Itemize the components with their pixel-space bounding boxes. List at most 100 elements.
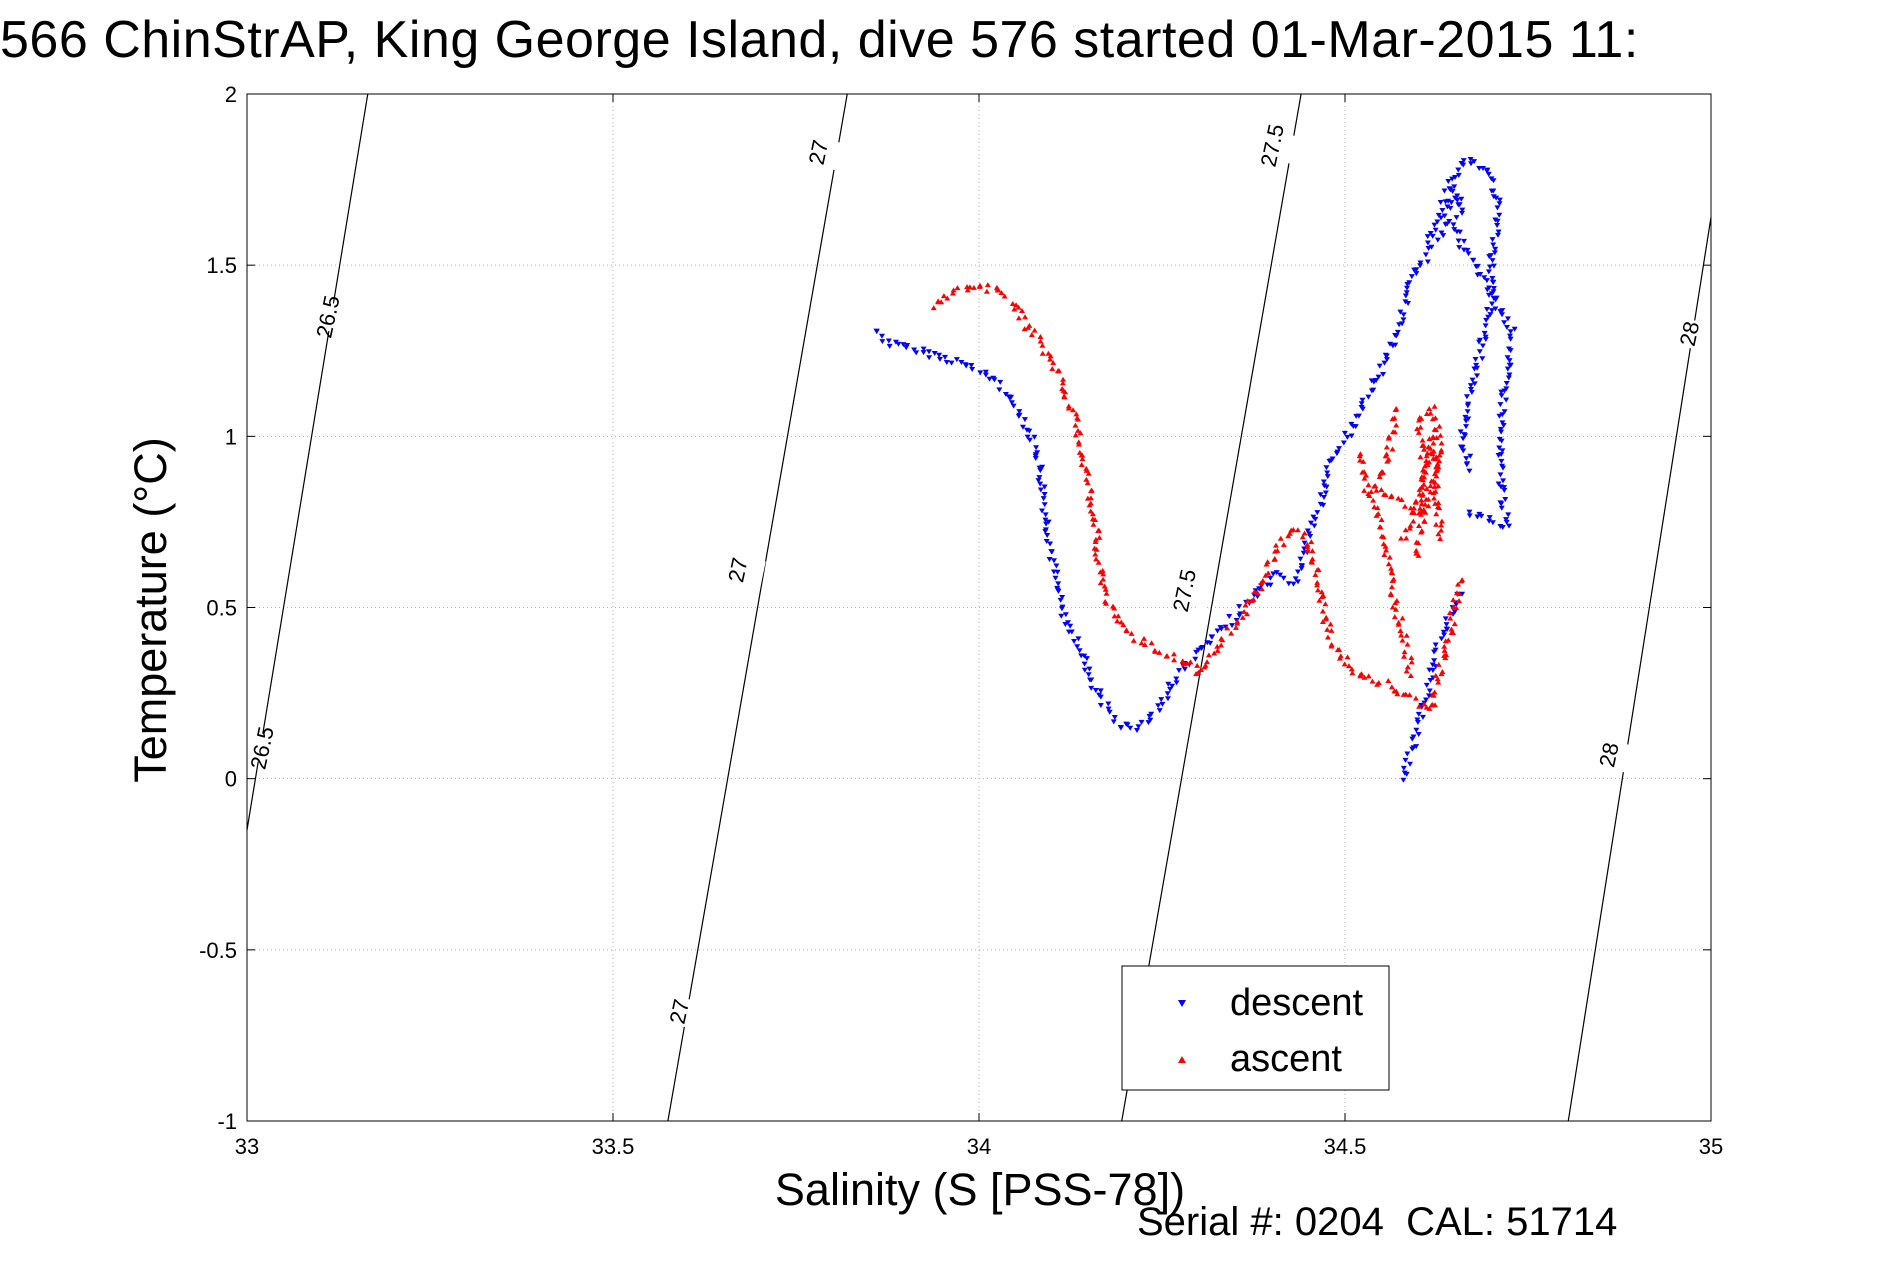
ascent-point xyxy=(1062,389,1069,395)
descent-point xyxy=(1459,207,1466,213)
ascent-point xyxy=(1376,473,1383,479)
ascent-point xyxy=(1101,583,1108,589)
descent-point xyxy=(1471,159,1478,165)
descent-point xyxy=(1485,292,1492,298)
descent-point xyxy=(1489,279,1496,285)
ascent-point xyxy=(1013,302,1020,308)
descent-point xyxy=(1468,389,1475,395)
descent-point xyxy=(1413,271,1420,277)
descent-point xyxy=(1451,609,1458,615)
descent-point xyxy=(1229,623,1236,629)
ascent-point xyxy=(1422,509,1429,515)
ascent-point xyxy=(1115,613,1122,619)
ascent-point xyxy=(1402,691,1409,697)
ascent-point xyxy=(1403,632,1410,638)
descent-point xyxy=(948,360,955,366)
x-tick-label: 35 xyxy=(1699,1134,1723,1159)
ascent-point xyxy=(954,285,961,291)
ascent-point xyxy=(1204,659,1211,665)
ascent-point xyxy=(1408,659,1415,665)
ascent-point xyxy=(944,295,951,301)
contour-label-bg xyxy=(789,133,847,172)
descent-point xyxy=(1494,223,1501,229)
contour-label-bg xyxy=(650,992,708,1031)
ascent-point xyxy=(1433,454,1440,460)
ascent-point xyxy=(1434,461,1441,467)
descent-point xyxy=(1058,613,1065,619)
ascent-point xyxy=(1259,578,1266,584)
descent-point xyxy=(1400,777,1407,783)
descent-point xyxy=(1426,688,1433,694)
ascent-point xyxy=(1439,668,1446,674)
ascent-point xyxy=(1264,559,1271,565)
descent-point xyxy=(1456,229,1463,235)
contour-label-bg xyxy=(1155,571,1213,610)
descent-point xyxy=(1492,246,1499,252)
descent-point xyxy=(1409,736,1416,742)
ascent-point xyxy=(1360,458,1367,464)
descent-point xyxy=(1466,513,1473,519)
ascent-point xyxy=(1390,576,1397,582)
descent-point xyxy=(968,362,975,368)
descent-point xyxy=(1500,465,1507,471)
descent-point xyxy=(1105,701,1112,707)
ascent-point xyxy=(1431,495,1438,501)
ascent-point xyxy=(1413,539,1420,545)
descent-point xyxy=(1445,198,1452,204)
descent-point xyxy=(1298,563,1305,569)
ascent-point xyxy=(1430,692,1437,698)
descent-point xyxy=(1408,274,1415,280)
descent-point xyxy=(1488,291,1495,297)
descent-point xyxy=(1431,222,1438,228)
descent-point xyxy=(1368,378,1375,384)
ascent-point xyxy=(1345,663,1352,669)
descent-point xyxy=(1452,175,1459,181)
descent-point xyxy=(1506,523,1513,529)
descent-point xyxy=(1413,744,1420,750)
descent-point xyxy=(1298,566,1305,572)
ascent-point xyxy=(1433,473,1440,479)
descent-point xyxy=(1147,717,1154,723)
descent-point xyxy=(1499,308,1506,314)
descent-point xyxy=(1397,309,1404,315)
descent-point xyxy=(1277,572,1284,578)
ascent-point xyxy=(1093,556,1100,562)
ascent-point xyxy=(1272,548,1279,554)
descent-point xyxy=(1489,276,1496,282)
descent-point xyxy=(1026,428,1033,434)
ascent-point xyxy=(1435,679,1442,685)
descent-point xyxy=(1341,430,1348,436)
ascent-point xyxy=(1324,634,1331,640)
descent-point xyxy=(1462,414,1469,420)
ascent-point xyxy=(1205,652,1212,658)
descent-point xyxy=(1424,259,1431,265)
legend: descent ascent xyxy=(1121,965,1390,1091)
descent-point xyxy=(1434,237,1441,243)
ascent-point xyxy=(1357,673,1364,679)
descent-point xyxy=(1472,356,1479,362)
ascent-point xyxy=(1096,534,1103,540)
ascent-point xyxy=(1413,547,1420,553)
ascent-point xyxy=(940,293,947,299)
ascent-point xyxy=(1438,522,1445,528)
descent-point xyxy=(885,338,892,344)
descent-point xyxy=(1490,194,1497,200)
descent-point xyxy=(1449,188,1456,194)
ascent-point xyxy=(1414,426,1421,432)
descent-point xyxy=(1413,727,1420,733)
ascent-point xyxy=(1368,488,1375,494)
descent-point xyxy=(1479,166,1486,172)
ascent-point xyxy=(1219,637,1226,643)
descent-point xyxy=(1438,215,1445,221)
ascent-point xyxy=(1383,547,1390,553)
descent-point xyxy=(1406,280,1413,286)
descent-point xyxy=(1402,757,1409,763)
descent-point xyxy=(1039,464,1046,470)
descent-point xyxy=(1507,348,1514,354)
ascent-point xyxy=(1031,327,1038,333)
descent-point xyxy=(1499,420,1506,426)
ascent-point xyxy=(1456,598,1463,604)
ascent-point xyxy=(1085,470,1092,476)
descent-point xyxy=(1499,412,1506,418)
descent-point xyxy=(1032,455,1039,461)
